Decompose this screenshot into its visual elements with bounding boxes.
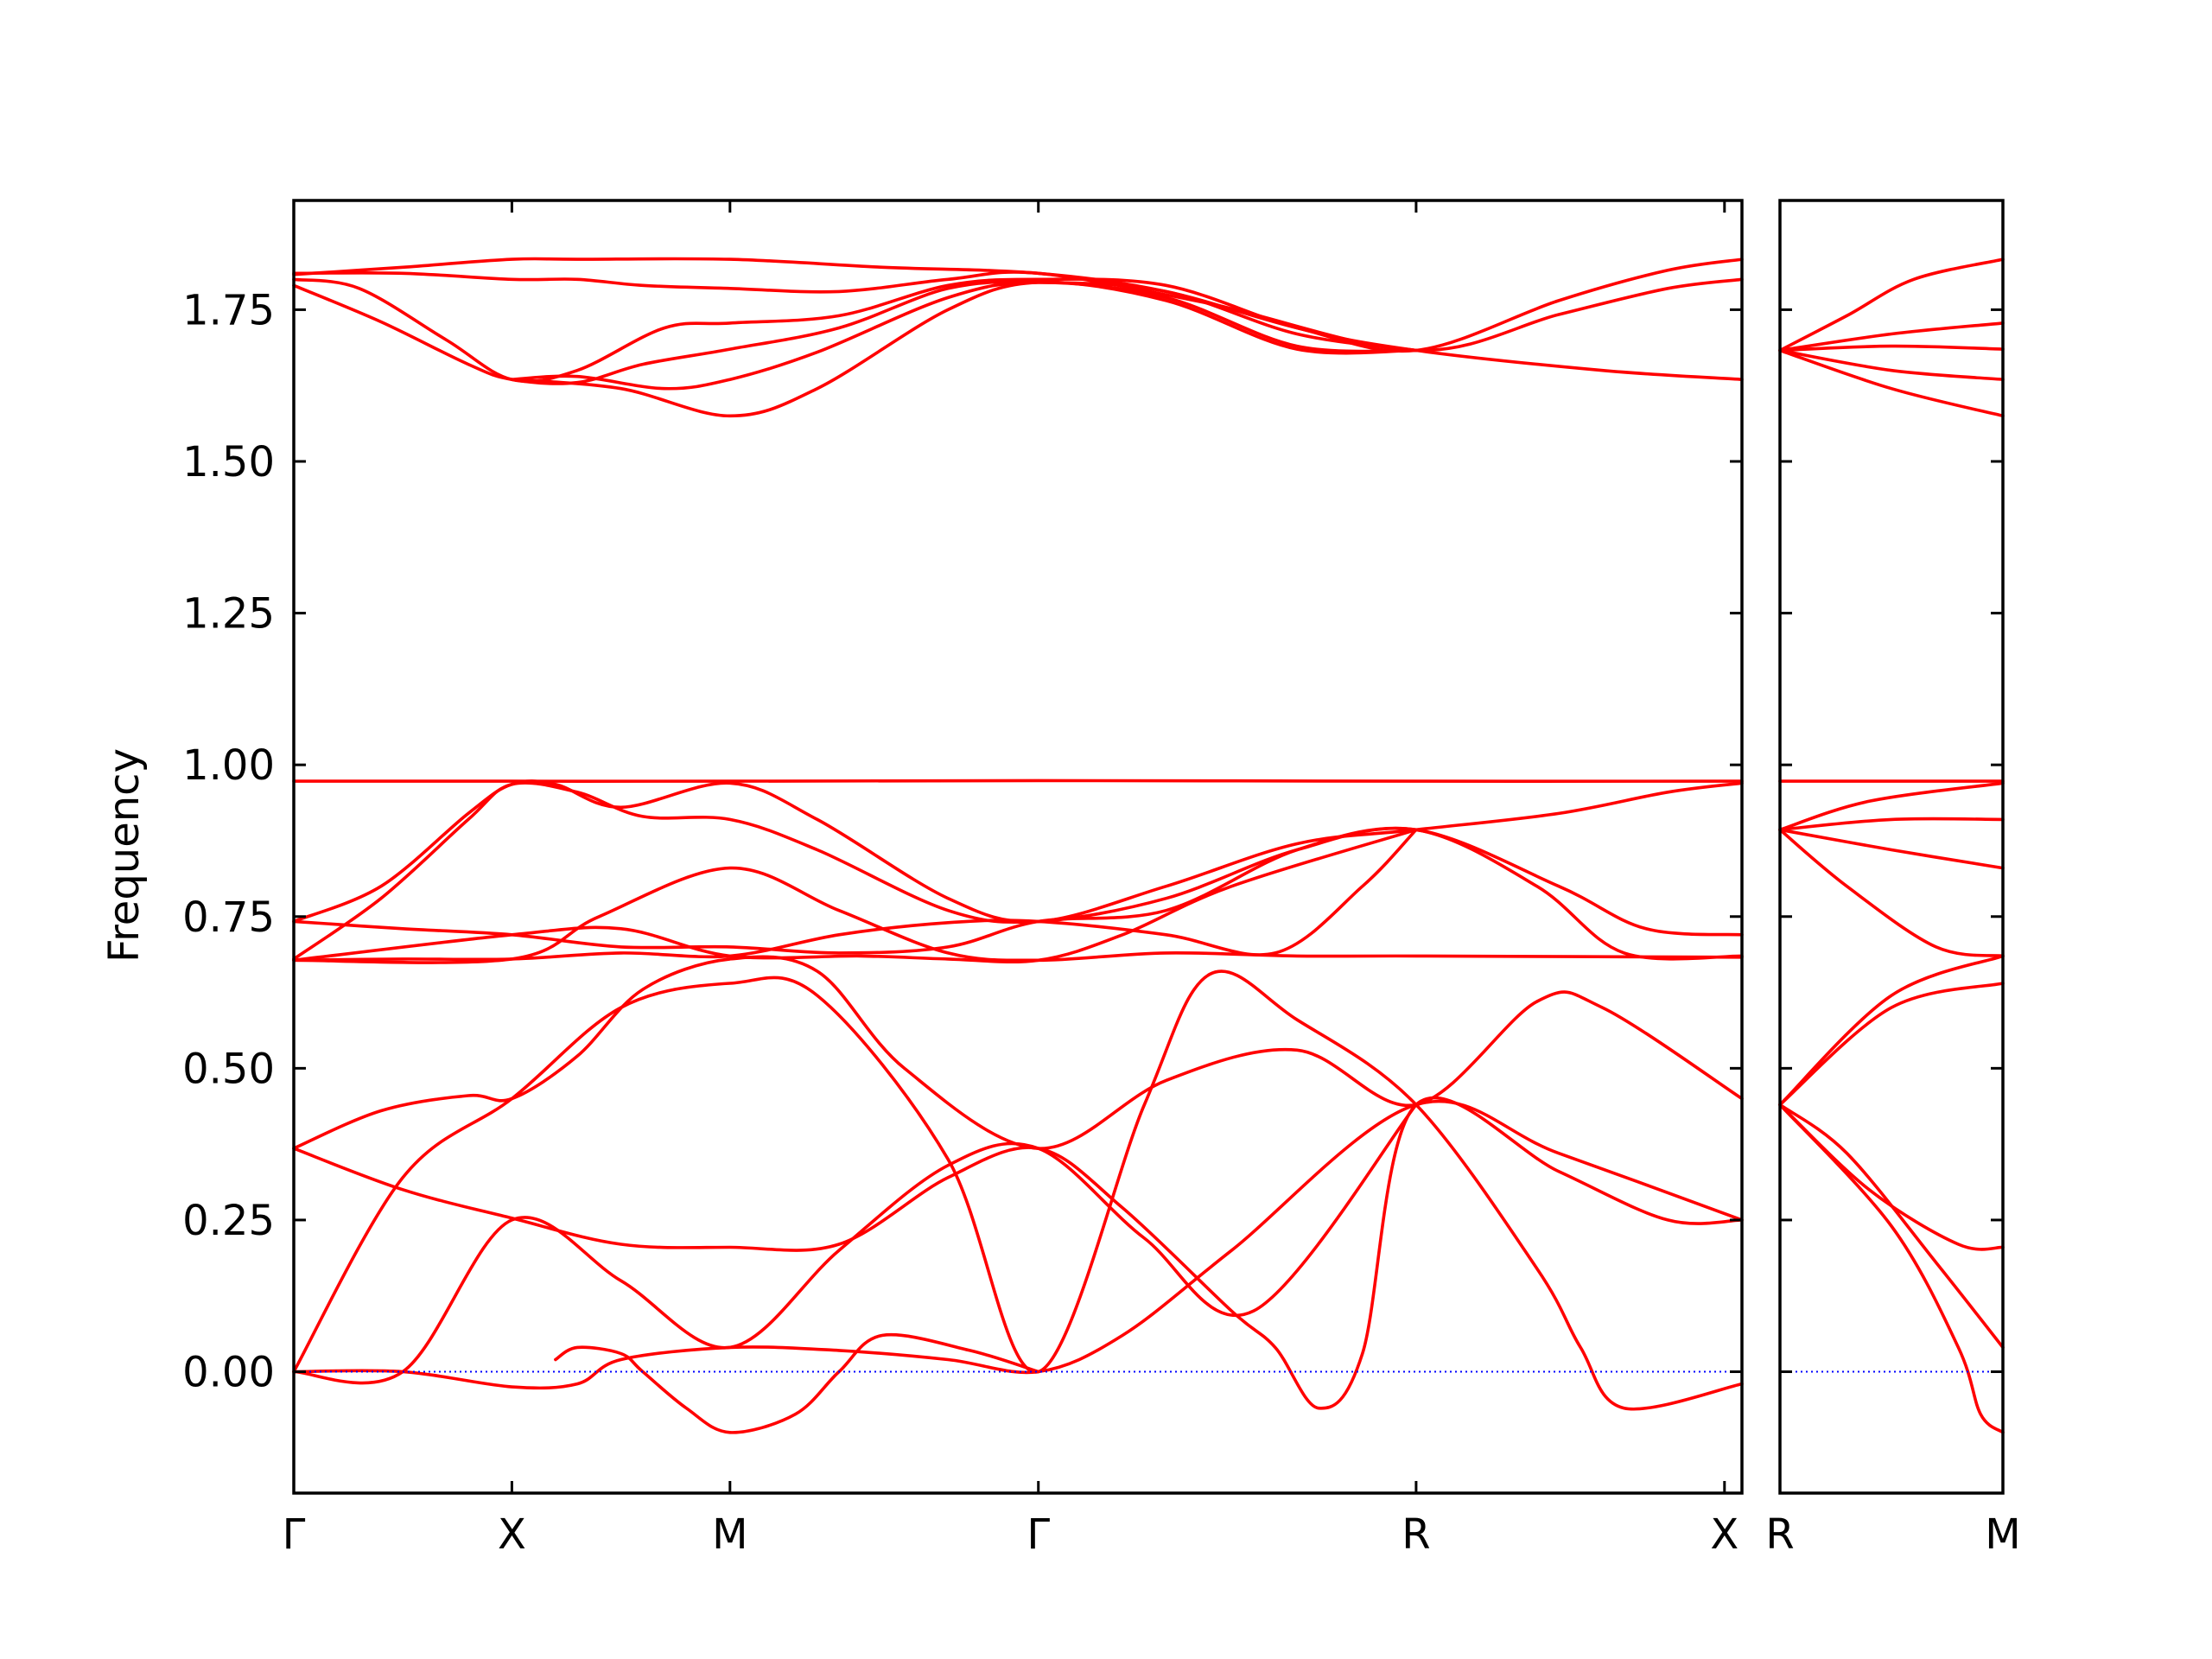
left-axes-frame: [292, 199, 1744, 1495]
y-tick-label: 1.50: [182, 438, 275, 486]
band-line-6: [1778, 781, 2005, 832]
band-line-8: [1778, 817, 2005, 832]
y-tick-labels: 0.00 0.25 0.50 0.75 1.00 1.25 1.50 1.75: [182, 286, 275, 1396]
band-line-11: [1778, 954, 2005, 1107]
y-tick-label: 1.75: [182, 286, 275, 334]
band-line-5: [510, 281, 1418, 391]
y-tick-label: 1.00: [182, 741, 275, 790]
y-tick-label: 0.50: [182, 1045, 275, 1093]
band-line-14: [292, 955, 1744, 1150]
y-axis-label: Frequency: [100, 748, 149, 963]
x-tick-label: R: [1402, 1510, 1430, 1559]
left-tick-marks: [292, 200, 1742, 1493]
left-panel: 0.00 0.25 0.50 0.75 1.00 1.25 1.50 1.75 Γ X M Γ R X: [182, 199, 1744, 1559]
band-line-9: [292, 781, 1744, 961]
band-line-4: [292, 280, 1418, 385]
band-line-13: [292, 866, 1744, 964]
x-tick-label: Γ: [1027, 1510, 1050, 1559]
band-line-10: [292, 826, 1744, 961]
x-tick-label: X: [498, 1510, 526, 1559]
band-line-3: [1778, 344, 2005, 353]
band-line-15: [1778, 1103, 2005, 1434]
band-line-17: [292, 1099, 1744, 1390]
x-tick-label: Γ: [283, 1510, 306, 1559]
x-tick-label: R: [1765, 1510, 1794, 1559]
y-tick-label: 0.75: [182, 893, 275, 942]
band-line-19: [554, 1332, 1040, 1434]
band-line-18: [292, 1103, 1418, 1385]
band-line-9: [1778, 828, 2005, 870]
x-tick-label: X: [1710, 1510, 1738, 1559]
band-line-2: [1778, 321, 2005, 353]
right-band-lines: [1778, 257, 2005, 1434]
left-band-lines: [292, 257, 1744, 1434]
band-line-12: [292, 828, 1418, 964]
band-line-4: [1778, 348, 2005, 381]
band-line-14: [1778, 1103, 2005, 1350]
y-tick-label: 0.00: [182, 1349, 275, 1397]
band-line-5: [1778, 348, 2005, 418]
x-tick-label: M: [1985, 1510, 2020, 1559]
right-tick-marks: [1778, 200, 2005, 1493]
band-line-3: [292, 277, 1744, 384]
band-line-12: [1778, 982, 2005, 1107]
y-tick-label: 0.25: [182, 1197, 275, 1245]
band-line-7: [292, 779, 1744, 783]
band-line-10: [1778, 828, 2005, 958]
band-line-6: [510, 280, 1418, 418]
band-line-16: [292, 969, 1744, 1411]
band-line-2: [292, 270, 1744, 353]
band-line-1: [1778, 257, 2005, 353]
band-line-8: [292, 779, 1744, 924]
y-tick-label: 1.25: [182, 590, 275, 639]
x-tick-label: M: [712, 1510, 747, 1559]
right-axes-frame: [1778, 199, 2005, 1495]
